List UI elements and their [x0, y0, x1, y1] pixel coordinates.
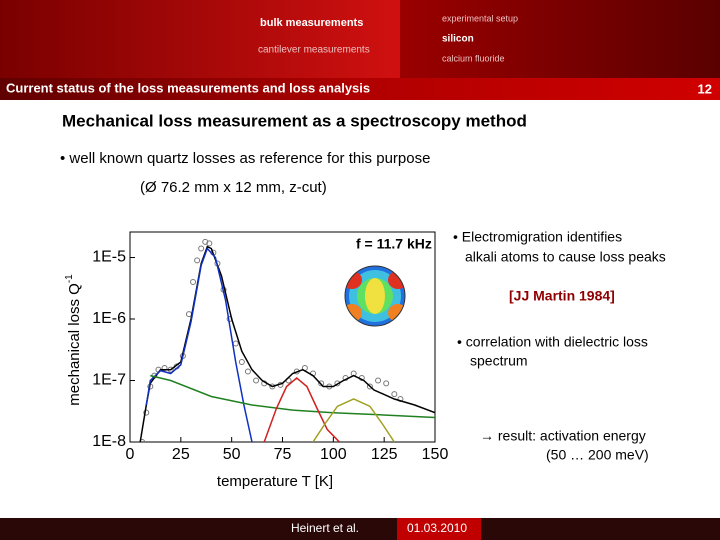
- page-number: 12: [698, 81, 712, 96]
- curve: [263, 377, 340, 442]
- plot-area: [129, 231, 436, 443]
- x-tick-label: 125: [371, 446, 398, 463]
- y-axis-label: mechanical loss Q-1: [64, 274, 83, 406]
- sample-size: (Ø 76.2 mm x 12 mm, z-cut): [140, 179, 327, 196]
- data-point: [238, 358, 245, 365]
- data-point: [244, 368, 251, 375]
- note: alkali atoms to cause loss peaks: [465, 249, 666, 265]
- nav-item[interactable]: silicon: [442, 34, 474, 45]
- y-axis-label-sup: -1: [64, 274, 75, 283]
- data-point: [194, 257, 201, 264]
- data-point: [318, 380, 325, 387]
- y-tick-label: 1E-7: [92, 372, 126, 389]
- data-point: [190, 278, 197, 285]
- footer-bar: [0, 518, 720, 540]
- data-point: [139, 439, 146, 442]
- data-point: [206, 240, 213, 247]
- y-axis-label-text: mechanical loss Q: [66, 283, 83, 406]
- x-tick-label: 150: [422, 446, 449, 463]
- note: → result: activation energy: [480, 428, 646, 444]
- data-point: [253, 377, 260, 384]
- mode-shape-outline: [344, 265, 406, 327]
- y-tick-label: 1E-5: [92, 249, 126, 266]
- data-point: [391, 391, 398, 398]
- data-point: [366, 383, 373, 390]
- nav-left-bg: [0, 0, 400, 78]
- author: Heinert et al.: [291, 521, 359, 535]
- date-box: [397, 518, 481, 540]
- data-point: [161, 364, 168, 371]
- reference: [JJ Martin 1984]: [509, 288, 615, 304]
- title-bar: [0, 78, 720, 100]
- x-tick-label: 50: [223, 446, 241, 463]
- curve: [312, 398, 395, 442]
- nav-right-bg: [400, 0, 720, 78]
- x-tick-label: 100: [320, 446, 347, 463]
- nav-item[interactable]: calcium fluoride: [442, 53, 505, 63]
- slide-title: Current status of the loss measurements …: [6, 80, 370, 95]
- note: (50 … 200 meV): [546, 447, 649, 463]
- data-point: [383, 380, 390, 387]
- curve: [150, 374, 435, 419]
- nav-item[interactable]: bulk measurements: [260, 17, 363, 29]
- data-point: [198, 245, 205, 252]
- x-tick-label: 25: [172, 446, 190, 463]
- x-tick-label: 75: [274, 446, 292, 463]
- note: spectrum: [470, 353, 528, 369]
- curve: [145, 247, 253, 442]
- y-tick-label: 1E-8: [92, 433, 126, 450]
- note: • Electromigration identifies: [453, 229, 622, 245]
- data-point: [143, 409, 150, 416]
- plot-content: [139, 238, 435, 442]
- data-point: [375, 377, 382, 384]
- curve: [139, 245, 435, 442]
- nav-item[interactable]: cantilever measurements: [258, 45, 370, 56]
- bullet: • well known quartz losses as reference …: [60, 150, 430, 167]
- x-axis-label: temperature T [K]: [217, 473, 333, 490]
- heading: Mechanical loss measurement as a spectro…: [62, 111, 527, 130]
- nav-item[interactable]: experimental setup: [442, 13, 518, 23]
- note: • correlation with dielectric loss: [457, 334, 648, 350]
- x-tick-label: 0: [126, 446, 135, 463]
- date: 01.03.2010: [407, 521, 467, 535]
- inset-label: f = 11.7 kHz: [356, 236, 432, 252]
- y-tick-label: 1E-6: [92, 310, 126, 327]
